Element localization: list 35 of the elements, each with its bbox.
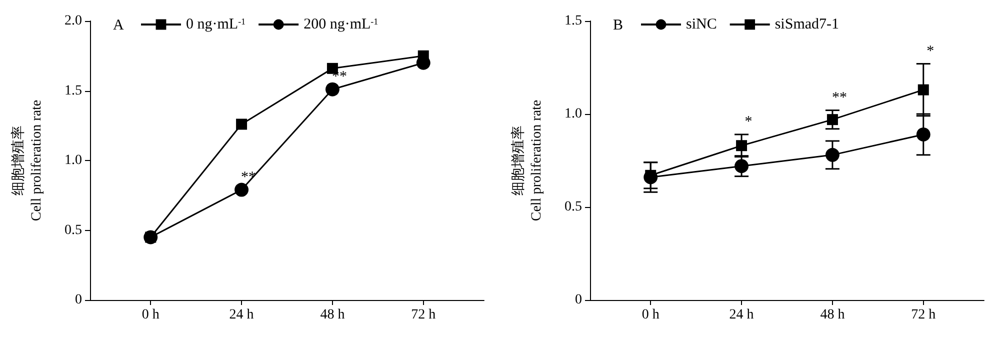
- point: [826, 114, 838, 126]
- legend-label: siNC: [686, 16, 717, 32]
- point: [918, 84, 929, 96]
- y-tick-label: 2.0: [64, 14, 82, 28]
- x-tick-label: 0 h: [142, 308, 160, 322]
- y-tick-label: 0: [575, 292, 582, 308]
- x-tick-label: 72 h: [411, 308, 436, 322]
- legend-label: siSmad7-1: [774, 16, 840, 32]
- x-tick-label: 24 h: [729, 308, 754, 322]
- y-tick-label: 1.5: [64, 83, 82, 98]
- point: [734, 159, 749, 174]
- point: [236, 118, 248, 130]
- y-tick-label: 1.0: [64, 153, 82, 168]
- y-axis-title: 细胞增殖率 Cell proliferation rate: [510, 100, 544, 222]
- x-tick-label: 48 h: [820, 308, 845, 322]
- y-axis-title: 细胞增殖率 Cell proliferation rate: [10, 100, 44, 222]
- chart-title: B: [613, 18, 624, 34]
- x-tick-label: 0 h: [642, 308, 660, 322]
- x-tick-label: 24 h: [229, 308, 254, 322]
- x-tick-label: 72 h: [911, 308, 936, 322]
- annotation: **: [832, 90, 847, 106]
- x-tick-label: 48 h: [320, 308, 345, 322]
- annotation: *: [744, 114, 752, 130]
- y-tick-label: 0: [75, 292, 82, 308]
- y-tick-label: 0.5: [64, 222, 82, 238]
- y-tick-label: 0.5: [564, 200, 582, 214]
- annotation: *: [926, 43, 934, 60]
- y-tick-label: 1.0: [564, 106, 582, 122]
- chart-title: A: [113, 18, 124, 34]
- y-tick-label: 1.5: [564, 14, 582, 28]
- point: [325, 82, 340, 96]
- point: [825, 148, 840, 162]
- point: [736, 140, 748, 152]
- point: [916, 127, 930, 142]
- point: [234, 182, 249, 197]
